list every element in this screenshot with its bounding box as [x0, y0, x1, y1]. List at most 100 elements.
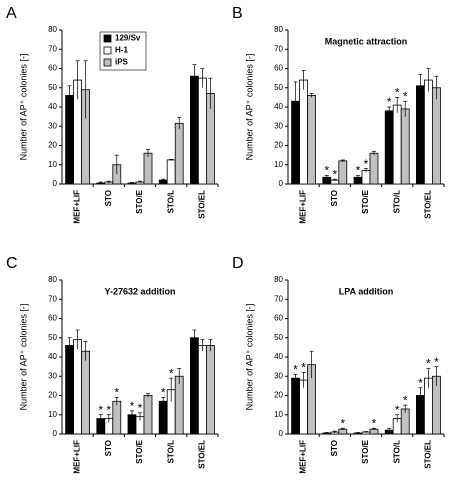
bar [400, 108, 410, 185]
bar [166, 159, 176, 185]
y-axis-label: Number of AP⁺ colonies [-] [18, 304, 28, 411]
significance-mark: * [332, 167, 337, 181]
x-tick-label: STO/L [166, 190, 175, 214]
bar [174, 122, 184, 185]
bar [338, 160, 348, 185]
x-tick-label: MEF+LIF [299, 190, 308, 224]
significance-mark: * [130, 399, 135, 413]
x-tick-label: MEF+LIF [299, 440, 308, 474]
y-tick-label: 70 [274, 44, 283, 53]
x-tick-label: STO/EL [424, 190, 433, 219]
bar [423, 79, 433, 185]
significance-mark: * [387, 95, 392, 109]
panel-letter: D [232, 255, 244, 272]
x-tick-label: STO/EL [198, 440, 207, 469]
panel-letter: C [6, 255, 18, 272]
y-tick-label: 0 [53, 179, 58, 188]
significance-mark: * [372, 416, 377, 430]
significance-mark: * [138, 401, 143, 415]
y-tick-label: 0 [279, 429, 284, 438]
y-tick-label: 80 [274, 25, 283, 34]
significance-mark: * [293, 362, 298, 376]
y-tick-label: 30 [48, 371, 57, 380]
legend-label: iPS [115, 58, 129, 67]
significance-mark: * [106, 403, 111, 417]
bar [392, 104, 402, 185]
significance-mark: * [169, 366, 174, 380]
x-tick-label: STO/E [135, 189, 144, 214]
bar [65, 345, 74, 435]
bar [205, 345, 215, 435]
y-tick-label: 20 [48, 391, 57, 400]
significance-mark: * [364, 157, 369, 171]
y-tick-label: 20 [48, 141, 57, 150]
significance-mark: * [356, 164, 361, 178]
significance-mark: * [395, 403, 400, 417]
significance-mark: * [340, 416, 345, 430]
panel-title: Magnetic attraction [325, 36, 408, 46]
legend-label: 129/Sv [115, 34, 141, 43]
panel: C Y-27632 addition Number of AP⁺ colonies … [6, 255, 219, 474]
y-tick-label: 50 [48, 83, 57, 92]
y-tick-label: 30 [274, 371, 283, 380]
y-tick-label: 0 [279, 179, 284, 188]
bar [81, 350, 90, 435]
x-tick-label: STO [330, 190, 339, 206]
y-tick-label: 10 [274, 160, 283, 169]
y-axis-label: Number of AP⁺ colonies [-] [244, 54, 254, 161]
legend-swatch [103, 34, 112, 43]
bar [189, 75, 199, 185]
panel-title: Y-27632 addition [104, 286, 175, 296]
x-tick-label: STO/E [135, 439, 144, 464]
bar [361, 170, 371, 185]
significance-mark: * [403, 89, 408, 103]
panel-letter: B [232, 5, 243, 22]
y-tick-label: 70 [274, 294, 283, 303]
y-tick-label: 50 [274, 83, 283, 92]
x-tick-label: STO/EL [198, 190, 207, 219]
x-tick-label: STO/L [166, 440, 175, 464]
y-tick-label: 10 [48, 410, 57, 419]
y-tick-label: 10 [48, 160, 57, 169]
x-tick-label: STO/L [392, 190, 401, 214]
bar [431, 87, 441, 185]
x-tick-label: STO/EL [424, 440, 433, 469]
y-tick-label: 0 [53, 429, 58, 438]
significance-mark: * [403, 393, 408, 407]
x-tick-label: MEF+LIF [73, 190, 82, 224]
legend-swatch [103, 46, 112, 55]
y-tick-label: 80 [48, 275, 57, 284]
significance-mark: * [114, 386, 119, 400]
y-tick-label: 60 [274, 314, 283, 323]
x-tick-label: MEF+LIF [73, 440, 82, 474]
y-tick-label: 40 [274, 352, 283, 361]
y-tick-label: 60 [274, 64, 283, 73]
bar [415, 85, 425, 185]
x-tick-label: STO/E [361, 439, 370, 464]
panel: B Magnetic attraction Number of AP⁺ coloni… [232, 5, 445, 224]
legend-label: H-1 [115, 46, 128, 55]
bar [384, 110, 394, 185]
x-tick-label: STO [104, 440, 113, 456]
bar [299, 379, 309, 435]
panel-letter: A [6, 5, 17, 22]
bar [112, 400, 122, 435]
legend-swatch [103, 58, 112, 67]
y-tick-label: 20 [274, 391, 283, 400]
panel: D LPA addition Number of AP⁺ colonies [-] 0… [232, 255, 445, 474]
significance-mark: * [324, 164, 329, 178]
significance-mark: * [426, 357, 431, 371]
significance-mark: * [418, 376, 423, 390]
bar [299, 79, 309, 185]
x-tick-label: STO [330, 440, 339, 456]
bar [307, 95, 317, 185]
significance-mark: * [161, 386, 166, 400]
bar [197, 77, 207, 185]
significance-mark: * [395, 86, 400, 100]
y-tick-label: 80 [48, 25, 57, 34]
x-tick-label: STO/L [392, 440, 401, 464]
y-tick-label: 50 [48, 333, 57, 342]
x-tick-label: STO/E [361, 189, 370, 214]
y-tick-label: 30 [48, 121, 57, 130]
